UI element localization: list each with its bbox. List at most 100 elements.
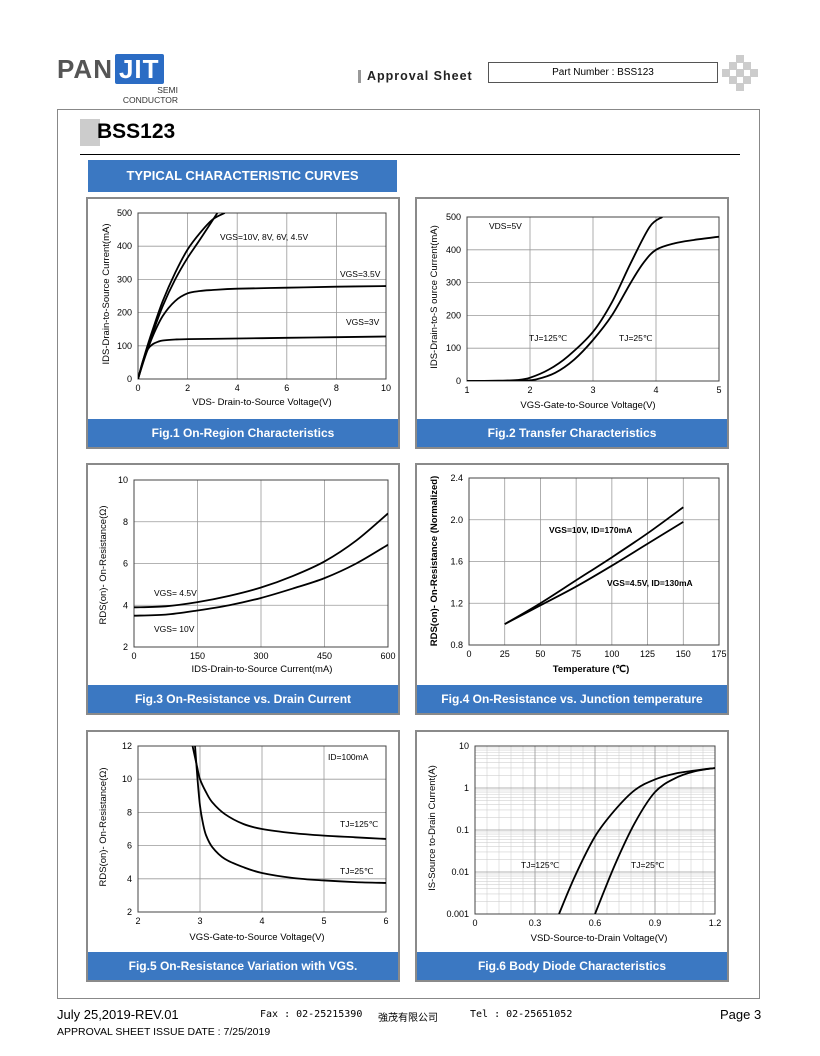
fig1-x-tick-label: 2	[185, 383, 190, 393]
footer-fax: Fax : 02-25215390	[260, 1009, 363, 1020]
fig1-series-3-line	[138, 285, 386, 379]
fig4-y-tick-label: 2.0	[450, 515, 463, 525]
fig5-x-tick-label: 5	[321, 916, 326, 926]
fig4-ylabel: RDS(on)- On-Resistance (Normalized)	[429, 476, 440, 647]
fig1-y-tick-label: 0	[127, 374, 132, 384]
fig1-x-tick-label: 6	[284, 383, 289, 393]
fig4-chart: 0 25 50 75 100 125 150 175 0.8 1.2 1.6 2.0 2.4 VGS=1…	[429, 473, 727, 675]
fig2-caption: Fig.2 Transfer Characteristics	[417, 419, 727, 447]
fig2-xlabel: VGS-Gate-to-Source Voltage(V)	[520, 400, 655, 411]
fig3-y-tick-label: 6	[123, 559, 128, 569]
fig4-caption: Fig.4 On-Resistance vs. Junction tempera…	[417, 685, 727, 713]
fig3-ylabel: RDS(on)- On-Resistance(Ω)	[98, 505, 109, 624]
figure-1-panel: 0 2 4 6 8 10 0 100 200 300 400 500 VGS=10V, 8V, 6V,…	[86, 197, 400, 449]
fig5-y-tick-label: 8	[127, 807, 132, 817]
fig4-x-tick-label: 150	[676, 649, 691, 659]
fig5-series-1-line	[191, 746, 386, 840]
fig2-annotation-3: TJ=25℃	[619, 333, 653, 343]
fig5-y-tick-label: 10	[122, 774, 132, 784]
fig1-x-tick-label: 8	[334, 383, 339, 393]
fig2-ylabel: IDS-Drain-to-S ource Current(mA)	[429, 225, 440, 369]
fig6-series-2-line	[594, 767, 715, 914]
fig4-x-tick-label: 75	[571, 649, 581, 659]
fig2-annotation-1: VDS=5V	[489, 221, 522, 231]
footer-date-revision: July 25,2019-REV.01	[57, 1007, 179, 1022]
figure-6-panel: 0 0.3 0.6 0.9 1.2 0.001 0.01 0.1 1 10 TJ=125℃ TJ=…	[415, 730, 729, 982]
fig5-annotation-2: TJ=125℃	[340, 819, 379, 829]
fig1-annotation-3: VGS=3V	[346, 317, 380, 327]
fig5-caption: Fig.5 On-Resistance Variation with VGS.	[88, 952, 398, 980]
fig4-y-tick-label: 1.6	[450, 557, 463, 567]
fig5-chart: 2 3 4 5 6 2 4 6 8 10 12 ID=100mA TJ=125℃ TJ=25℃ VG…	[98, 741, 389, 943]
fig3-annotation-2: VGS= 10V	[154, 624, 195, 634]
fig6-y-tick-label: 1	[464, 783, 469, 793]
fig6-series-1-line	[558, 767, 715, 914]
fig4-x-tick-label: 50	[535, 649, 545, 659]
fig2-x-tick-label: 5	[716, 385, 721, 395]
figure-4-panel: 0 25 50 75 100 125 150 175 0.8 1.2 1.6 2.0 2.4 VGS=1…	[415, 463, 729, 715]
fig4-plot-border	[468, 477, 720, 646]
fig2-y-tick-label: 0	[456, 376, 461, 386]
fig2-x-tick-label: 3	[590, 385, 595, 395]
fig1-series-2-line	[138, 213, 219, 379]
fig6-plot-area: 0 0.3 0.6 0.9 1.2 0.001 0.01 0.1 1 10	[446, 741, 721, 928]
fig6-annotation-2: TJ=25℃	[631, 860, 665, 870]
fig5-x-tick-label: 3	[197, 916, 202, 926]
fig2-y-tick-label: 300	[446, 278, 461, 288]
fig5-y-tick-label: 6	[127, 841, 132, 851]
page-title: BSS123	[97, 120, 176, 143]
fig4-x-tick-label: 100	[604, 649, 619, 659]
fig6-x-tick-label: 0.6	[589, 918, 602, 928]
fig4-x-tick-label: 125	[640, 649, 655, 659]
fig1-y-tick-label: 400	[117, 241, 132, 251]
logo-wordmark: PAN JIT	[57, 54, 164, 84]
fig2-plot-area: 1 2 3 4 5 0 100 200 300 400 500	[446, 212, 722, 395]
title-marker	[80, 119, 100, 146]
fig2-y-tick-label: 100	[446, 343, 461, 353]
fig4-y-tick-label: 0.8	[450, 640, 463, 650]
fig4-x-tick-label: 0	[466, 649, 471, 659]
footer-issue-date: APPROVAL SHEET ISSUE DATE : 7/25/2019	[57, 1026, 271, 1038]
fig6-caption: Fig.6 Body Diode Characteristics	[417, 952, 727, 980]
fig4-x-tick-label: 175	[711, 649, 726, 659]
title-divider	[80, 154, 740, 155]
fig4-plot-area: 0 25 50 75 100 125 150 175 0.8 1.2 1.6 2.0 2.4	[450, 473, 726, 659]
fig5-annotation-1: ID=100mA	[328, 752, 369, 762]
fig2-plot-border	[466, 216, 720, 382]
fig3-x-tick-label: 300	[253, 651, 268, 661]
fig1-y-tick-label: 500	[117, 208, 132, 218]
fig3-plot-area: 0 150 300 450 600 2 4 6 8 10	[118, 475, 396, 661]
fig1-xlabel: VDS- Drain-to-Source Voltage(V)	[192, 397, 331, 408]
fig3-chart: 0 150 300 450 600 2 4 6 8 10 VGS= 4.5V VGS= 10V I…	[98, 475, 396, 675]
fig5-annotation-3: TJ=25℃	[340, 866, 374, 876]
fig5-series-2-line	[194, 746, 386, 884]
fig3-series-1-line	[134, 512, 388, 609]
fig6-x-tick-label: 0.3	[529, 918, 542, 928]
fig6-y-tick-label: 0.001	[446, 909, 469, 919]
fig3-y-tick-label: 10	[118, 475, 128, 485]
footer-company: 強茂有限公司	[378, 1013, 438, 1024]
fig3-x-tick-label: 450	[317, 651, 332, 661]
fig4-y-tick-label: 1.2	[450, 598, 463, 608]
approval-marker	[358, 70, 361, 83]
logo-subtitle: SEMI CONDUCTOR	[122, 85, 178, 105]
fig2-series-2-line	[467, 235, 719, 381]
fig3-x-tick-label: 0	[131, 651, 136, 661]
fig2-x-tick-label: 2	[527, 385, 532, 395]
fig1-annotation-1: VGS=10V, 8V, 6V, 4.5V	[220, 232, 308, 242]
fig3-plot-border	[133, 479, 389, 648]
fig4-annotation-1: VGS=10V, ID=170mA	[549, 525, 632, 535]
figure-2-panel: 1 2 3 4 5 0 100 200 300 400 500 VDS=5V TJ=125℃ TJ=…	[415, 197, 729, 449]
approval-sheet-label: Approval Sheet	[367, 69, 473, 83]
fig2-x-tick-label: 1	[464, 385, 469, 395]
checker-deco-icon	[722, 55, 758, 91]
fig4-series-1-line	[504, 506, 684, 625]
page-frame	[57, 109, 760, 999]
fig5-x-tick-label: 4	[259, 916, 264, 926]
fig6-chart: 0 0.3 0.6 0.9 1.2 0.001 0.01 0.1 1 10 TJ=125℃ TJ=…	[427, 741, 721, 944]
fig6-y-tick-label: 0.1	[456, 825, 469, 835]
fig1-caption: Fig.1 On-Region Characteristics	[88, 419, 398, 447]
fig1-y-tick-label: 300	[117, 274, 132, 284]
panjit-logo: PAN JIT SEMI CONDUCTOR	[57, 54, 182, 106]
fig4-xlabel: Temperature (℃)	[553, 664, 629, 675]
